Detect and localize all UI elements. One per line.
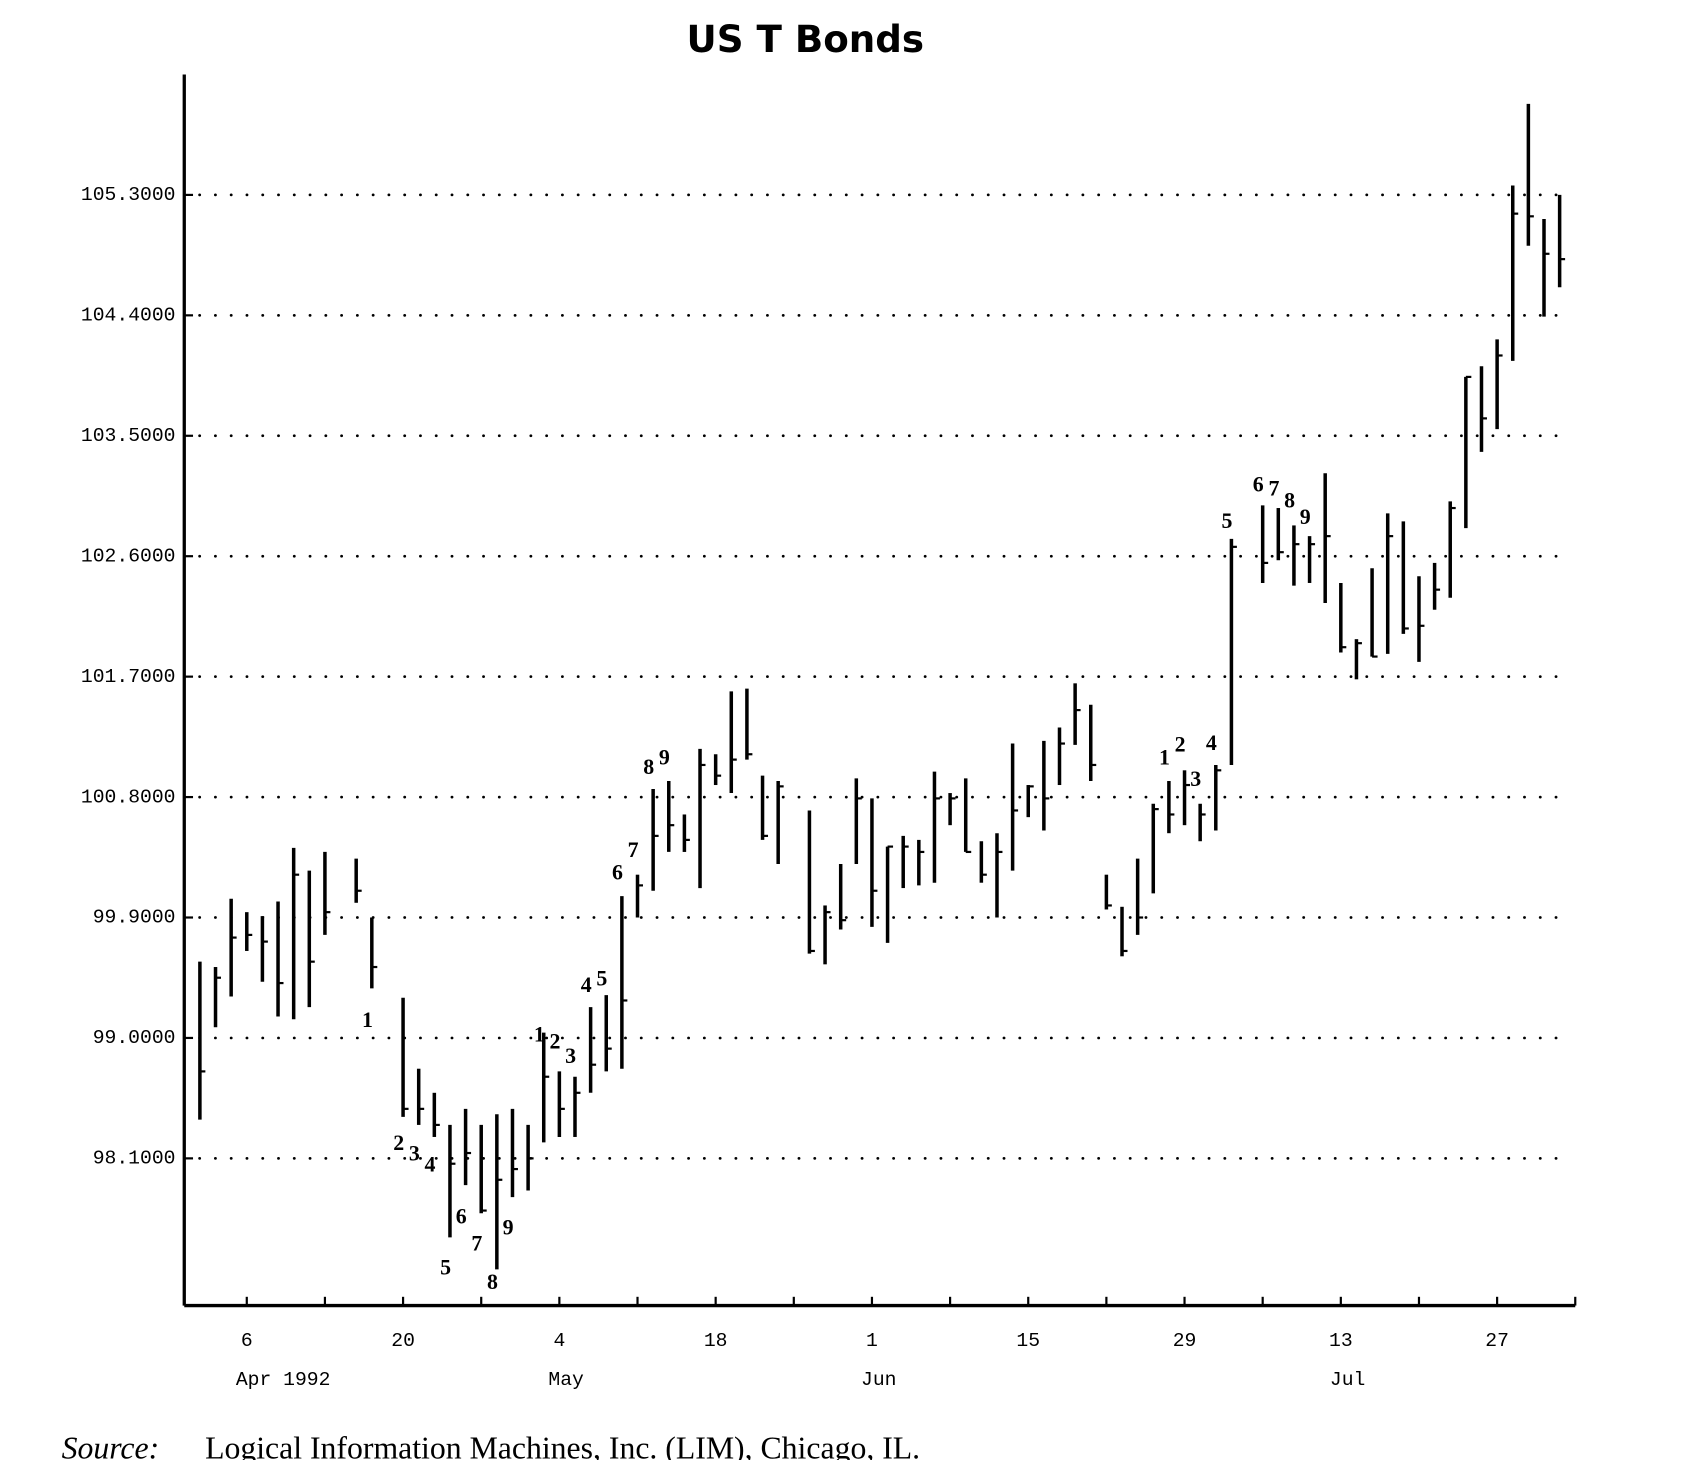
count-label: 6 (1253, 472, 1264, 497)
x-tick-label: 1 (866, 1330, 878, 1352)
y-tick-label: 99.0000 (93, 1027, 176, 1049)
month-label: Jul (1330, 1369, 1365, 1391)
x-tick-label: 15 (1016, 1330, 1040, 1352)
y-tick-label: 100.8000 (81, 786, 176, 808)
count-label: 2 (393, 1130, 404, 1155)
count-label: 5 (1222, 508, 1233, 533)
count-label: 9 (503, 1214, 514, 1239)
x-tick-label: 4 (553, 1330, 565, 1352)
count-label: 2 (1175, 731, 1186, 756)
count-label: 2 (550, 1028, 561, 1053)
month-label: Apr 1992 (236, 1369, 331, 1391)
chart-title: US T Bonds (687, 17, 925, 61)
y-tick-label: 99.9000 (93, 907, 176, 929)
count-label: 5 (440, 1254, 451, 1279)
count-label: 1 (1159, 745, 1170, 770)
x-tick-label: 29 (1173, 1330, 1197, 1352)
count-label: 4 (1206, 730, 1217, 755)
x-tick-label: 20 (391, 1330, 415, 1352)
count-label: 5 (596, 965, 607, 990)
source-label: Source: (62, 1431, 160, 1460)
y-tick-label: 102.6000 (81, 545, 176, 567)
x-tick-label: 27 (1485, 1330, 1509, 1352)
x-tick-label: 13 (1329, 1330, 1353, 1352)
count-label: 8 (643, 754, 654, 779)
y-tick-label: 103.5000 (81, 425, 176, 447)
count-label: 3 (409, 1141, 420, 1166)
month-label: Jun (861, 1369, 896, 1391)
y-tick-label: 104.4000 (81, 305, 176, 327)
count-label: 4 (581, 972, 592, 997)
count-label: 1 (534, 1022, 545, 1047)
count-label: 3 (1190, 766, 1201, 791)
y-tick-label: 101.7000 (81, 666, 176, 688)
source-text: Logical Information Machines, Inc. (LIM)… (205, 1431, 920, 1460)
count-label: 9 (1300, 504, 1311, 529)
count-label: 9 (659, 745, 670, 770)
count-label: 8 (1284, 488, 1295, 513)
count-label: 7 (471, 1230, 482, 1255)
count-label: 8 (487, 1269, 498, 1294)
count-label: 3 (565, 1043, 576, 1068)
count-label: 1 (362, 1007, 373, 1032)
x-tick-label: 6 (241, 1330, 253, 1352)
count-label: 4 (424, 1151, 435, 1176)
count-label: 7 (1268, 476, 1279, 501)
y-tick-label: 98.1000 (93, 1148, 176, 1170)
count-label: 6 (612, 860, 623, 885)
count-label: 7 (628, 837, 639, 862)
month-label: May (548, 1369, 584, 1391)
x-tick-label: 18 (704, 1330, 728, 1352)
count-label: 6 (456, 1204, 467, 1229)
y-tick-label: 105.3000 (81, 184, 176, 206)
